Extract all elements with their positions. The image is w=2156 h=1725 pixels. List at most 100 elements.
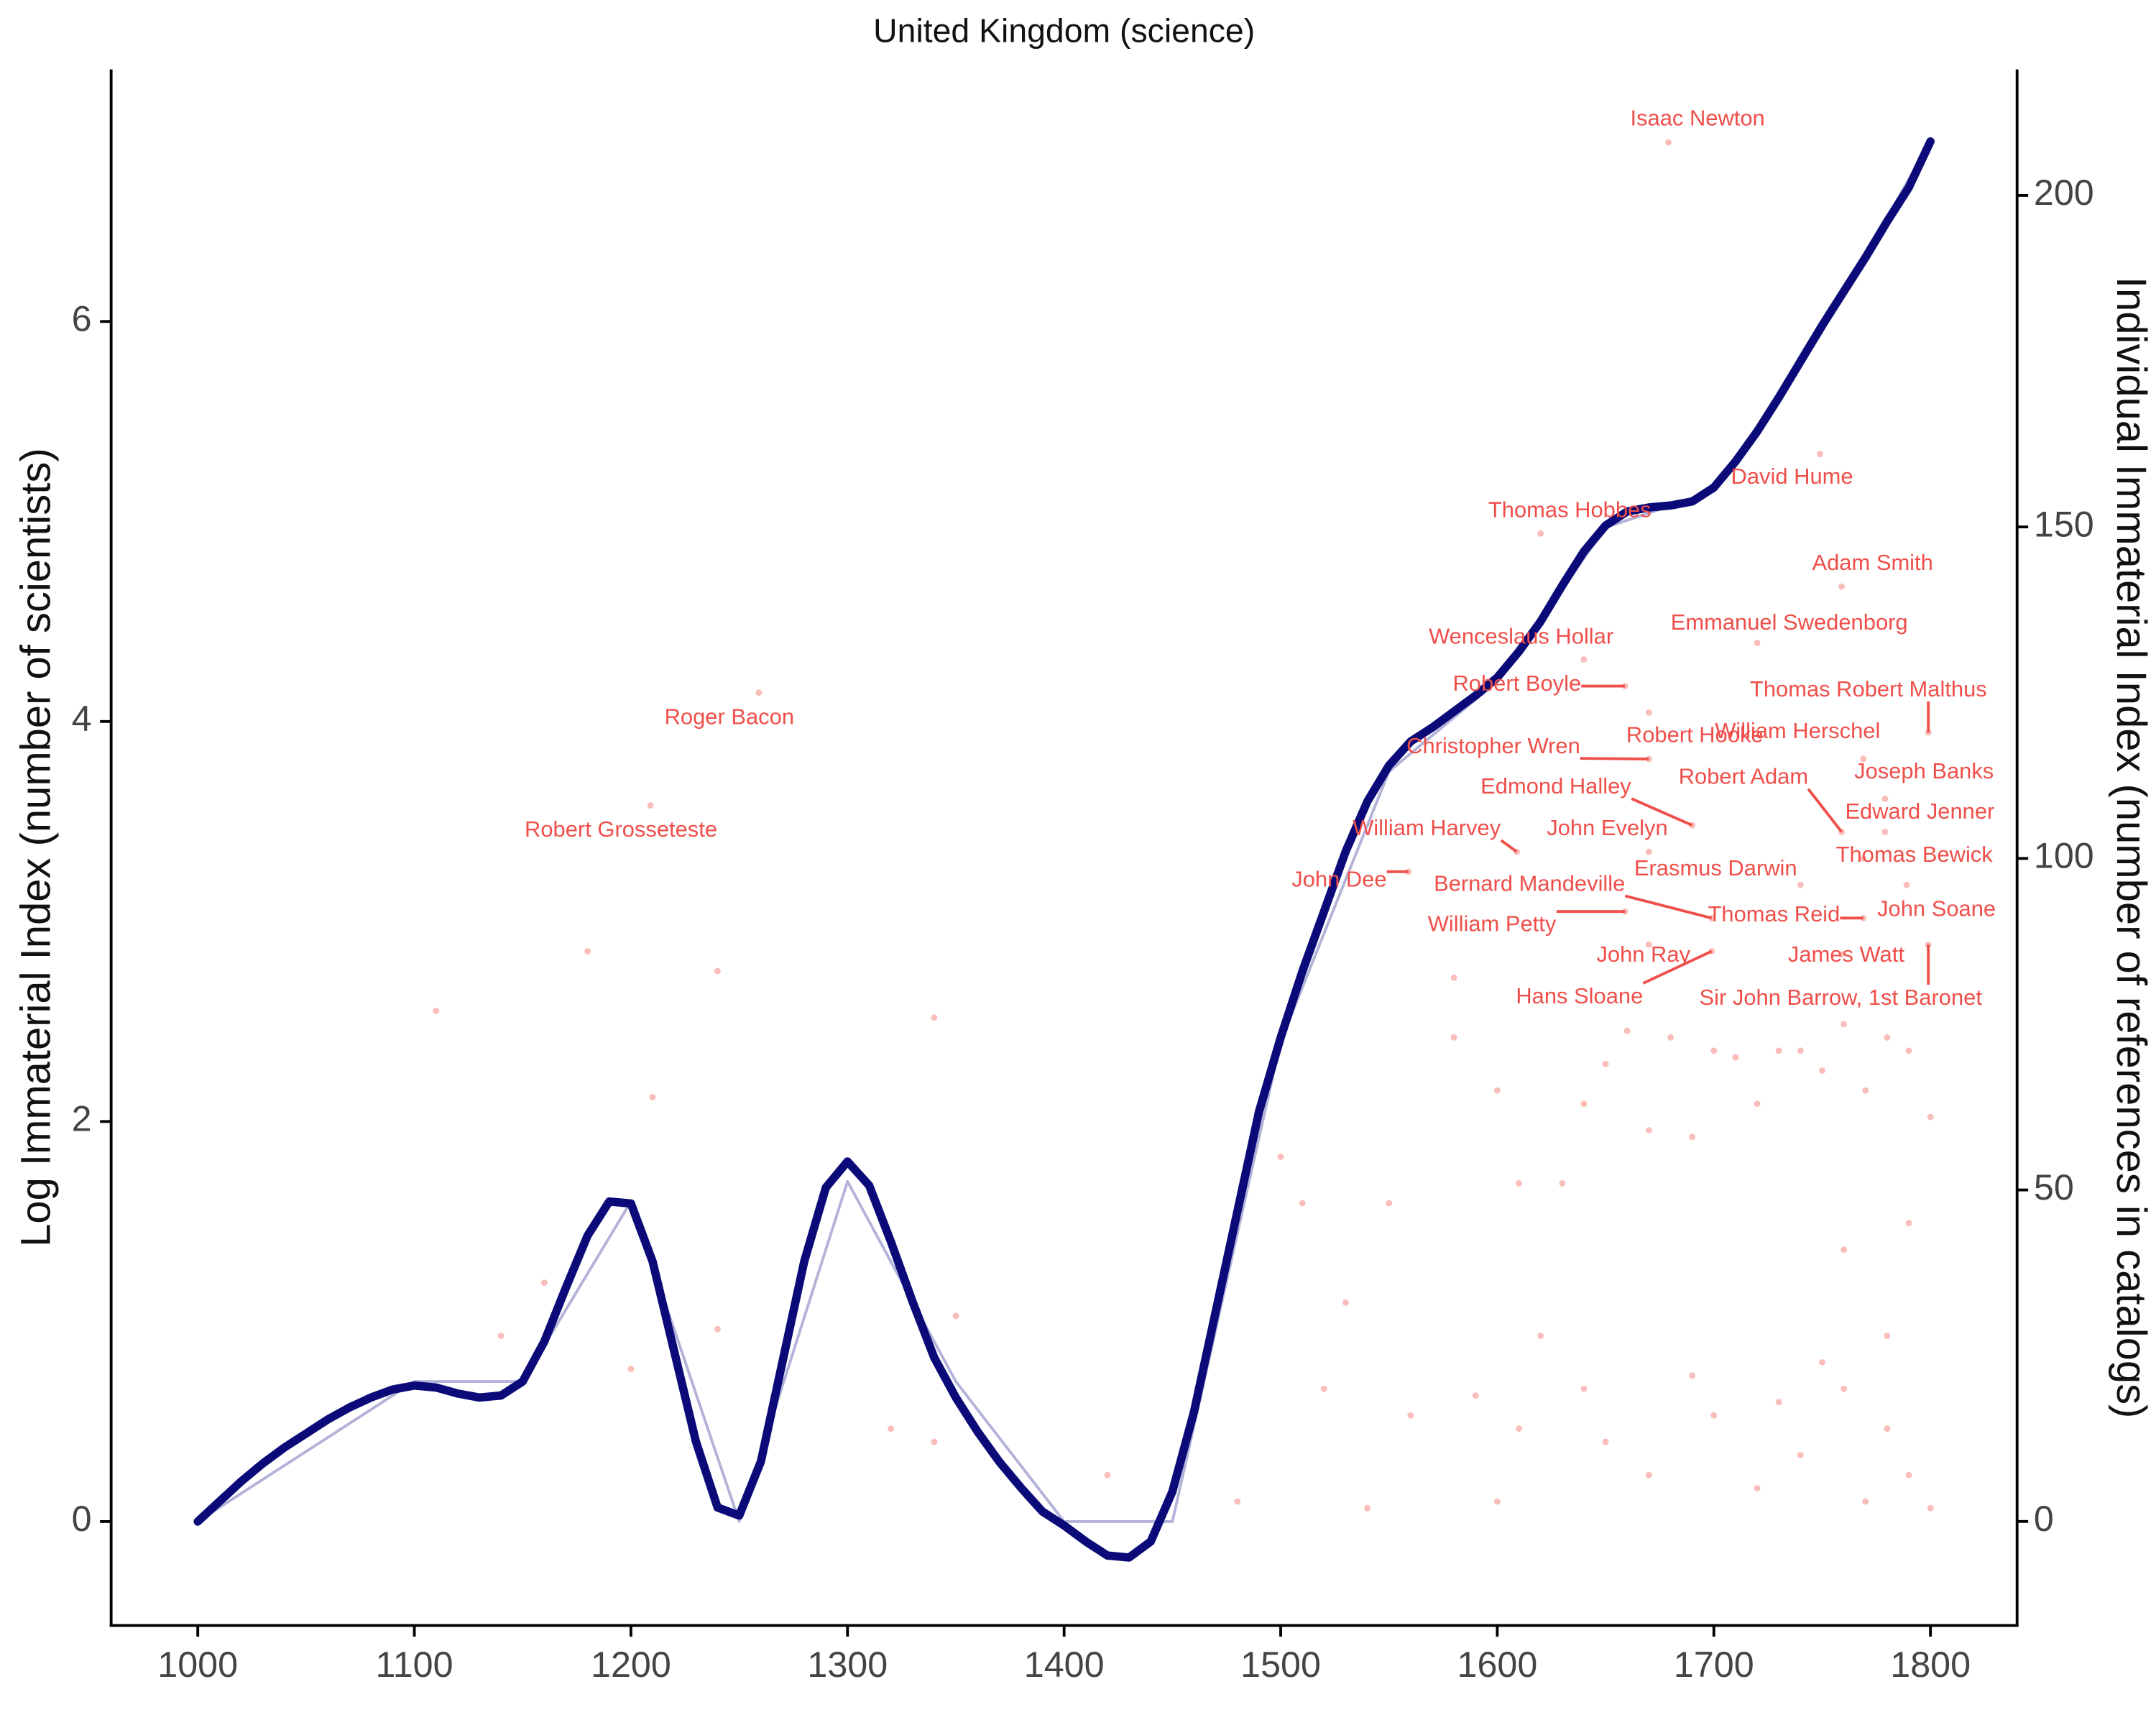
point-label: Edmond Halley: [1480, 773, 1631, 799]
y2-tick-label: 200: [2034, 172, 2094, 213]
x-tick-label: 1500: [1240, 1644, 1321, 1685]
scatter-point: [1559, 1179, 1566, 1187]
scatter-point: [714, 1325, 721, 1333]
scatter-point: [649, 1093, 656, 1100]
y2-axis-title: Individual Immaterial Index (number of r…: [2108, 277, 2154, 1418]
scatter-point: [497, 1333, 505, 1339]
x-tick-label: 1700: [1674, 1644, 1754, 1685]
point-label: John Dee: [1291, 867, 1386, 892]
point-label: William Harvey: [1353, 815, 1501, 840]
point-label: John Ray: [1596, 942, 1690, 967]
chart-title: United Kingdom (science): [873, 12, 1255, 50]
scatter-point: [1905, 1047, 1912, 1054]
scatter-point: [1516, 1179, 1522, 1187]
scatter-point: [1645, 848, 1652, 855]
scatter-point: [584, 948, 591, 954]
scatter-point: [1903, 881, 1910, 888]
scatter-point: [1645, 709, 1652, 716]
scatter-point: [1537, 530, 1544, 537]
point-label: Robert Adam: [1679, 764, 1808, 789]
x-tick-label: 1100: [376, 1644, 453, 1685]
point-label: Bernard Mandeville: [1434, 870, 1625, 896]
scatter-point: [1927, 1113, 1934, 1121]
point-label: David Hume: [1731, 464, 1853, 489]
scatter-point: [1775, 1399, 1782, 1406]
scatter-point: [931, 1014, 938, 1021]
scatter-point: [1342, 1299, 1349, 1306]
scatter-point: [1580, 656, 1588, 663]
scatter-point: [1602, 1060, 1609, 1067]
point-label: Joseph Banks: [1854, 758, 1994, 783]
point-label: Sir John Barrow, 1st Baronet: [1700, 985, 1983, 1010]
scatter-point: [1884, 1034, 1891, 1041]
point-label: Thomas Reid: [1708, 901, 1841, 926]
point-label: Erasmus Darwin: [1634, 855, 1797, 880]
label-connector: [1500, 839, 1518, 853]
y-tick-label: 4: [72, 699, 92, 739]
line: [196, 139, 1932, 1523]
label-connector: [1807, 788, 1843, 833]
x-tick-label: 1600: [1457, 1644, 1538, 1685]
point-label: Edward Jenner: [1845, 799, 1994, 824]
y2-tick-label: 150: [2034, 504, 2094, 544]
scatter-point: [1537, 1333, 1544, 1339]
point-label: William Petty: [1428, 911, 1557, 937]
scatter-point: [1580, 1100, 1588, 1108]
scatter-point: [1277, 1153, 1284, 1160]
scatter-point: [1493, 1087, 1501, 1094]
line: [193, 137, 1935, 1562]
point-label: James Watt: [1788, 942, 1904, 967]
point-label: Thomas Robert Malthus: [1750, 676, 1987, 702]
scatter-point: [1472, 1392, 1479, 1399]
scatter-point: [931, 1438, 938, 1445]
scatter-point: [1881, 829, 1889, 835]
point-label: Thomas Bewick: [1836, 842, 1994, 867]
scatter-point: [1884, 1425, 1891, 1432]
scatter-point: [1905, 1471, 1912, 1478]
scatter-point: [1881, 795, 1889, 802]
scatter-point: [433, 1008, 440, 1014]
scatter-point: [647, 802, 654, 809]
point-label: John Evelyn: [1547, 815, 1667, 840]
scatter-point: [1450, 1034, 1457, 1041]
scatter-point: [1884, 1333, 1891, 1339]
label-connector: [1631, 797, 1693, 827]
scatter-point: [1860, 855, 1867, 862]
scatter-point: [1299, 1200, 1306, 1207]
scatter-point: [1623, 1027, 1631, 1034]
label-connector: [1642, 949, 1713, 985]
y2-tick-label: 0: [2034, 1499, 2054, 1539]
scatter-point: [1732, 1054, 1739, 1061]
point-label: Robert Boyle: [1452, 671, 1581, 696]
scatter-point: [1819, 1358, 1825, 1366]
y-tick-label: 2: [72, 1099, 92, 1139]
scatter-point: [1645, 1471, 1652, 1478]
scatter-point: [1754, 640, 1761, 646]
scatter-point: [1645, 1127, 1652, 1133]
scatter-point: [1838, 951, 1846, 958]
scatter-point: [540, 1279, 548, 1287]
scatter-point: [1689, 1133, 1696, 1141]
scatter-point: [1841, 1021, 1848, 1028]
x-tick-label: 1400: [1024, 1644, 1105, 1685]
scatter-point: [1754, 1485, 1761, 1492]
scatter-point: [952, 1312, 959, 1320]
scatter-point: [1797, 881, 1804, 888]
scatter-point: [1602, 1438, 1609, 1445]
scatter-point: [1580, 1385, 1588, 1392]
scatter-point: [1407, 1412, 1414, 1419]
point-label: Robert Hooke: [1626, 722, 1764, 748]
scatter-point: [1234, 1498, 1241, 1505]
x-tick-label: 1200: [591, 1644, 671, 1685]
scatter-point: [1645, 941, 1652, 948]
point-label: Roger Bacon: [665, 704, 794, 730]
scatter-point: [1797, 1047, 1804, 1054]
scatter-point: [1819, 1067, 1825, 1074]
scatter-point: [1320, 1385, 1327, 1392]
point-label: Adam Smith: [1812, 550, 1933, 575]
scatter-point: [1841, 1385, 1848, 1392]
scatter-point: [1710, 1047, 1718, 1054]
scatter-point: [888, 1425, 895, 1432]
